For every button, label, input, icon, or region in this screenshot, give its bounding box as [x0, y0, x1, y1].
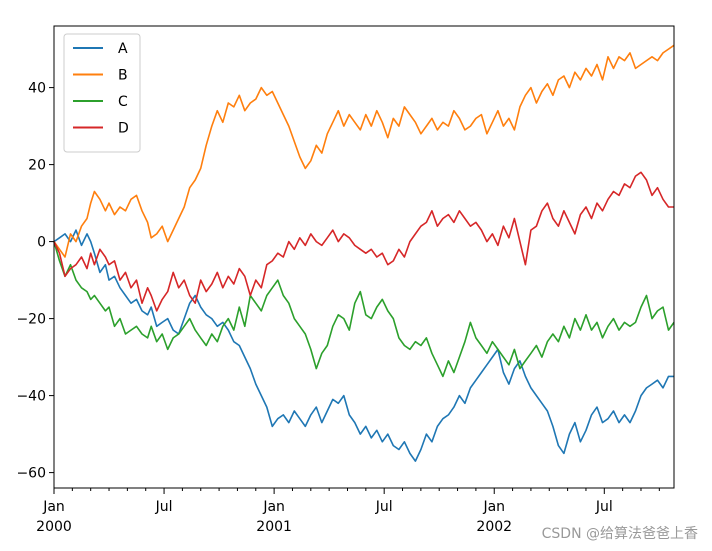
y-tick-label: 20 — [28, 158, 46, 174]
plot-frame — [53, 25, 675, 489]
x-tick-year-label: 2002 — [476, 519, 512, 535]
legend-box — [63, 33, 141, 153]
y-tick-label: −20 — [16, 312, 46, 328]
y-tick-label: −60 — [16, 466, 46, 482]
x-tick-year-label: 2001 — [256, 519, 292, 535]
series-layer — [53, 44, 675, 462]
watermark-text: CSDN @给算法爸爸上香 — [541, 526, 698, 542]
series-line-C — [53, 241, 675, 378]
y-tick-label: −40 — [16, 389, 46, 405]
x-tick-label: Jan — [262, 499, 285, 515]
x-tick-label: Jan — [42, 499, 65, 515]
series-line-B — [53, 44, 675, 258]
x-tick-label: Jul — [595, 499, 613, 515]
legend-label-A: A — [118, 41, 128, 57]
x-tick-label: Jul — [155, 499, 173, 515]
y-axis: −60 −40 −20 0 20 40 — [16, 81, 54, 482]
x-tick-year-label: 2000 — [36, 519, 72, 535]
series-line-A — [53, 229, 674, 462]
plot-background — [54, 26, 674, 488]
legend-label-D: D — [118, 121, 129, 137]
x-tick-label: Jan — [482, 499, 505, 515]
legend-label-B: B — [118, 68, 128, 84]
x-axis: Jan 2000 Jul Jan 2001 Jul Jan 2002 Jul — [36, 488, 660, 535]
legend-label-C: C — [118, 94, 128, 110]
y-tick-label: 0 — [37, 235, 46, 251]
y-tick-label: 40 — [28, 81, 46, 97]
series-line-D — [53, 171, 674, 312]
x-tick-label: Jul — [375, 499, 393, 515]
